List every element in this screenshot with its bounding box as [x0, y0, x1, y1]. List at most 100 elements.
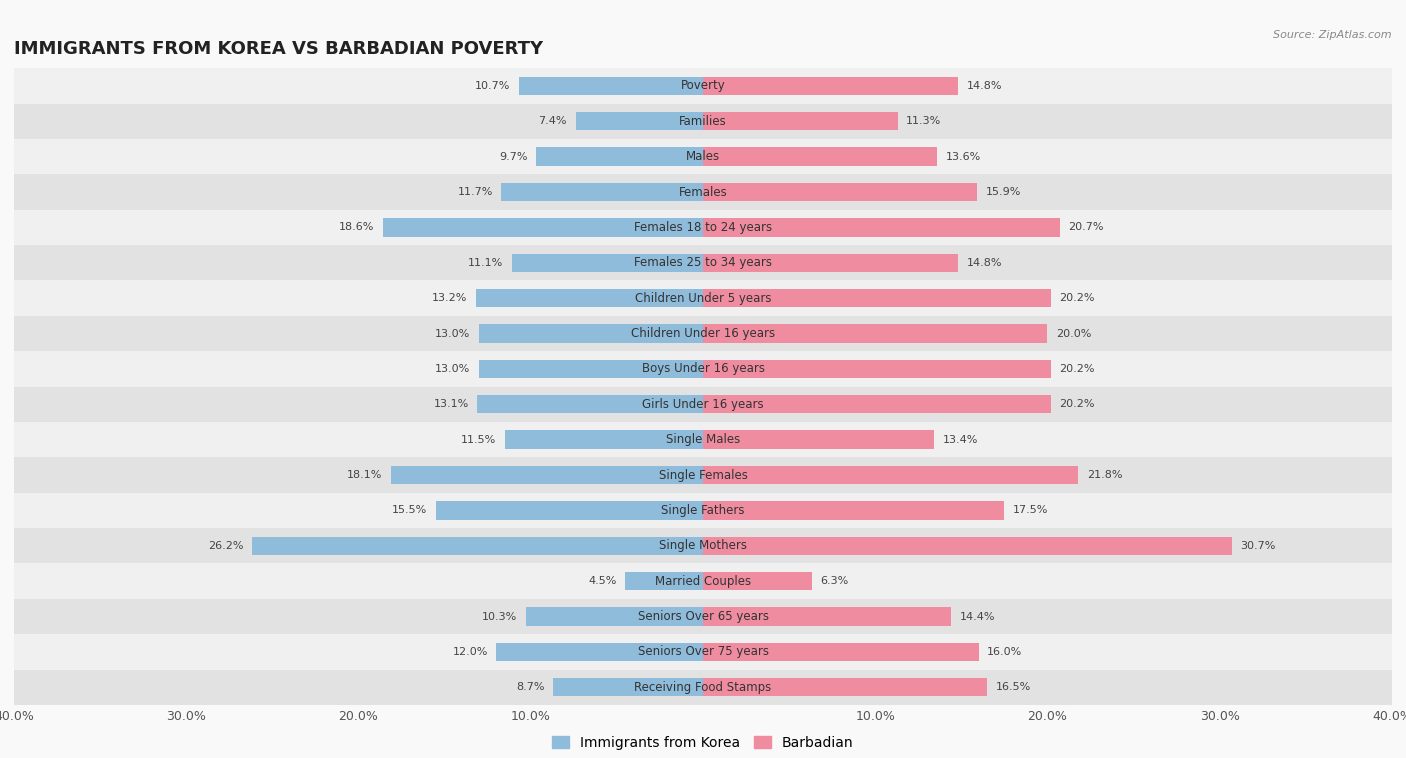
Text: Females: Females — [679, 186, 727, 199]
Bar — [382, 218, 703, 236]
Text: Boys Under 16 years: Boys Under 16 years — [641, 362, 765, 375]
Bar — [391, 466, 703, 484]
Bar — [478, 395, 703, 413]
Bar — [14, 174, 1392, 210]
Text: 16.5%: 16.5% — [995, 682, 1031, 692]
Text: 11.7%: 11.7% — [457, 187, 494, 197]
Bar — [14, 104, 1392, 139]
Bar — [526, 607, 703, 625]
Bar — [14, 599, 1392, 634]
Text: Seniors Over 75 years: Seniors Over 75 years — [637, 645, 769, 659]
Text: 4.5%: 4.5% — [589, 576, 617, 586]
Bar — [626, 572, 703, 590]
Bar — [703, 643, 979, 661]
Bar — [553, 678, 703, 697]
Bar — [14, 563, 1392, 599]
Bar — [14, 669, 1392, 705]
Bar — [14, 139, 1392, 174]
Text: Single Females: Single Females — [658, 468, 748, 481]
Bar — [14, 351, 1392, 387]
Bar — [703, 678, 987, 697]
Bar — [703, 148, 938, 166]
Text: Children Under 5 years: Children Under 5 years — [634, 292, 772, 305]
Text: 20.2%: 20.2% — [1060, 399, 1095, 409]
Text: 11.5%: 11.5% — [461, 434, 496, 445]
Bar — [536, 148, 703, 166]
Bar — [703, 289, 1050, 307]
Bar — [703, 466, 1078, 484]
Bar — [703, 254, 957, 272]
Bar — [14, 422, 1392, 457]
Bar — [703, 218, 1060, 236]
Text: 15.5%: 15.5% — [392, 506, 427, 515]
Bar — [703, 112, 897, 130]
Bar — [703, 431, 934, 449]
Bar — [14, 387, 1392, 422]
Text: 18.1%: 18.1% — [347, 470, 382, 480]
Text: 26.2%: 26.2% — [208, 540, 243, 551]
Bar — [703, 501, 1004, 519]
Bar — [703, 324, 1047, 343]
Text: Children Under 16 years: Children Under 16 years — [631, 327, 775, 340]
Text: 20.2%: 20.2% — [1060, 364, 1095, 374]
Text: 16.0%: 16.0% — [987, 647, 1022, 657]
Text: 6.3%: 6.3% — [820, 576, 848, 586]
Text: 13.1%: 13.1% — [433, 399, 468, 409]
Text: 13.4%: 13.4% — [942, 434, 977, 445]
Bar — [479, 360, 703, 378]
Text: 14.4%: 14.4% — [960, 612, 995, 622]
Bar — [703, 572, 811, 590]
Text: 13.0%: 13.0% — [436, 364, 471, 374]
Text: 13.0%: 13.0% — [436, 328, 471, 339]
Bar — [512, 254, 703, 272]
Bar — [496, 643, 703, 661]
Legend: Immigrants from Korea, Barbadian: Immigrants from Korea, Barbadian — [547, 730, 859, 755]
Bar — [436, 501, 703, 519]
Text: 14.8%: 14.8% — [966, 258, 1002, 268]
Text: 12.0%: 12.0% — [453, 647, 488, 657]
Text: 11.1%: 11.1% — [468, 258, 503, 268]
Text: 7.4%: 7.4% — [538, 116, 567, 127]
Bar — [479, 324, 703, 343]
Text: 20.0%: 20.0% — [1056, 328, 1091, 339]
Text: Source: ZipAtlas.com: Source: ZipAtlas.com — [1274, 30, 1392, 40]
Text: Single Males: Single Males — [666, 433, 740, 446]
Text: 10.3%: 10.3% — [482, 612, 517, 622]
Text: 13.2%: 13.2% — [432, 293, 467, 303]
Bar — [703, 537, 1232, 555]
Text: Receiving Food Stamps: Receiving Food Stamps — [634, 681, 772, 694]
Text: 18.6%: 18.6% — [339, 222, 374, 233]
Text: Girls Under 16 years: Girls Under 16 years — [643, 398, 763, 411]
Bar — [703, 360, 1050, 378]
Text: 21.8%: 21.8% — [1087, 470, 1122, 480]
Text: Females 25 to 34 years: Females 25 to 34 years — [634, 256, 772, 269]
Bar — [703, 395, 1050, 413]
Text: 10.7%: 10.7% — [475, 81, 510, 91]
Bar — [14, 634, 1392, 669]
Bar — [703, 607, 950, 625]
Text: 20.7%: 20.7% — [1069, 222, 1104, 233]
Bar — [502, 183, 703, 201]
Text: Seniors Over 65 years: Seniors Over 65 years — [637, 610, 769, 623]
Bar — [14, 493, 1392, 528]
Text: Married Couples: Married Couples — [655, 575, 751, 587]
Text: Poverty: Poverty — [681, 80, 725, 92]
Text: 8.7%: 8.7% — [516, 682, 544, 692]
Bar — [14, 528, 1392, 563]
Bar — [14, 457, 1392, 493]
Bar — [14, 316, 1392, 351]
Text: Single Fathers: Single Fathers — [661, 504, 745, 517]
Text: 14.8%: 14.8% — [966, 81, 1002, 91]
Text: Females 18 to 24 years: Females 18 to 24 years — [634, 221, 772, 234]
Bar — [703, 77, 957, 95]
Bar — [14, 210, 1392, 245]
Bar — [14, 280, 1392, 316]
Text: 11.3%: 11.3% — [907, 116, 942, 127]
Text: IMMIGRANTS FROM KOREA VS BARBADIAN POVERTY: IMMIGRANTS FROM KOREA VS BARBADIAN POVER… — [14, 40, 543, 58]
Text: Single Mothers: Single Mothers — [659, 539, 747, 553]
Text: Families: Families — [679, 114, 727, 128]
Bar — [252, 537, 703, 555]
Text: Males: Males — [686, 150, 720, 163]
Text: 13.6%: 13.6% — [946, 152, 981, 161]
Bar — [14, 245, 1392, 280]
